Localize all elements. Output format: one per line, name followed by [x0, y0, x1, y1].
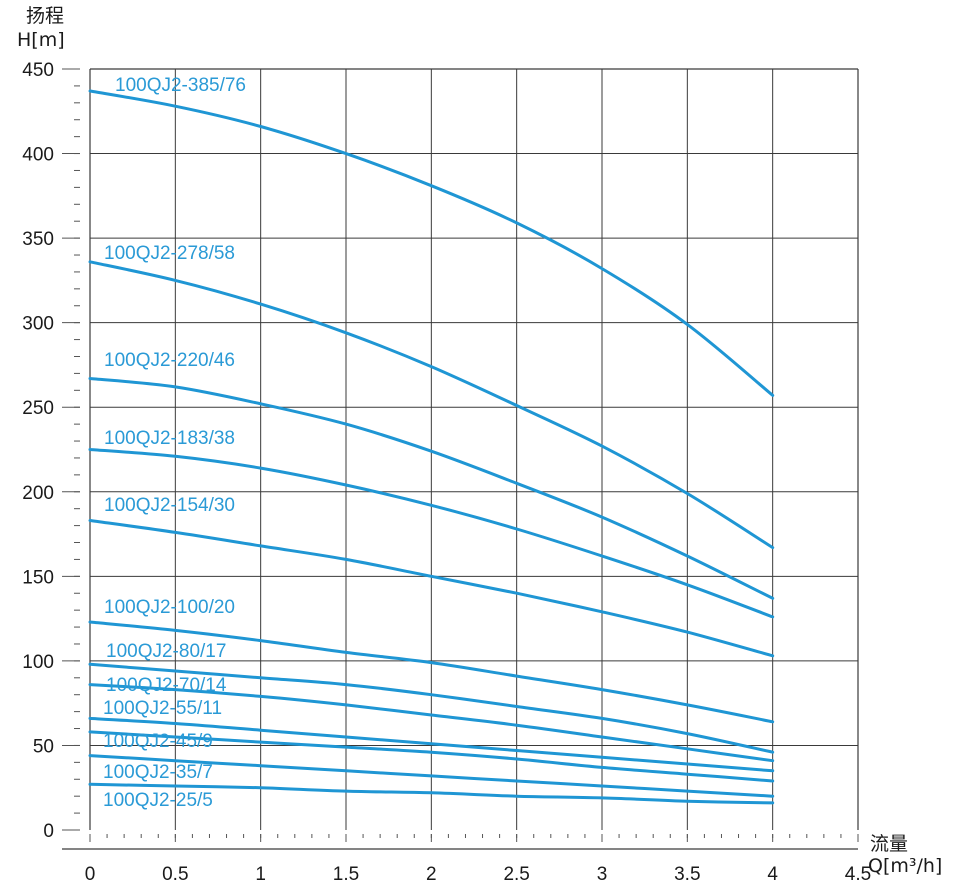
x-tick-label: 1.5 — [333, 864, 359, 885]
series-curve — [88, 782, 775, 805]
series-label: 100QJ2-220/46 — [104, 350, 235, 371]
series-curve — [88, 662, 775, 754]
y-tick-label: 100 — [22, 652, 54, 673]
series-label: 100QJ2-154/30 — [104, 495, 235, 516]
series-curve — [88, 683, 775, 763]
series-label: 100QJ2-25/5 — [103, 790, 213, 811]
x-tick-label: 2 — [426, 864, 437, 885]
series-label: 100QJ2-80/17 — [106, 641, 226, 662]
y-axis-title-cn: 扬程 — [26, 5, 64, 27]
y-axis-title: H[m] — [17, 29, 65, 51]
series-label: 100QJ2-70/14 — [106, 675, 227, 696]
series-curve — [88, 260, 775, 550]
x-axis-title: Q[m³/h] — [868, 855, 942, 877]
y-tick-label: 250 — [22, 398, 54, 419]
x-tick-label: 0 — [85, 864, 96, 885]
y-tick-label: 150 — [22, 567, 54, 588]
x-tick-label: 2.5 — [503, 864, 529, 885]
series-label: 100QJ2-35/7 — [103, 762, 213, 783]
x-tick-label: 3.5 — [674, 864, 700, 885]
series-labels: 100QJ2-385/76 100QJ2-278/58 100QJ2-220/46 1… — [103, 75, 246, 811]
series-curve — [88, 730, 775, 783]
y-tick-label: 0 — [43, 821, 54, 842]
y-tick-label: 300 — [22, 314, 54, 335]
series-curve — [88, 377, 775, 600]
series-curve — [88, 519, 775, 658]
x-tick-label: 4.5 — [845, 864, 871, 885]
x-axis-title-cn: 流量 — [870, 833, 908, 855]
series-label: 100QJ2-45/9 — [103, 731, 213, 752]
series-curve — [88, 716, 775, 773]
series-curve — [88, 89, 775, 397]
series-label: 100QJ2-100/20 — [104, 597, 235, 618]
y-tick-label: 450 — [22, 60, 54, 81]
series-curves — [88, 89, 775, 805]
y-tick-label: 50 — [33, 736, 54, 757]
y-tick-label: 350 — [22, 229, 54, 250]
x-tick-label: 0.5 — [162, 864, 188, 885]
series-label: 100QJ2-183/38 — [104, 428, 235, 449]
axes: 0 0.5 1 1.5 2 2.5 3 3.5 4 4.5 0 50 100 150 200 250 300 35… — [22, 60, 871, 885]
y-tick-label: 400 — [22, 145, 54, 166]
x-tick-label: 3 — [597, 864, 608, 885]
series-curve — [88, 620, 775, 724]
series-label: 100QJ2-55/11 — [103, 698, 222, 719]
series-label: 100QJ2-385/76 — [115, 75, 246, 96]
series-curve — [88, 448, 775, 619]
x-tick-label: 1 — [255, 864, 266, 885]
y-tick-label: 200 — [22, 483, 54, 504]
series-curve — [88, 754, 775, 798]
series-label: 100QJ2-278/58 — [104, 243, 235, 264]
x-tick-label: 4 — [767, 864, 778, 885]
